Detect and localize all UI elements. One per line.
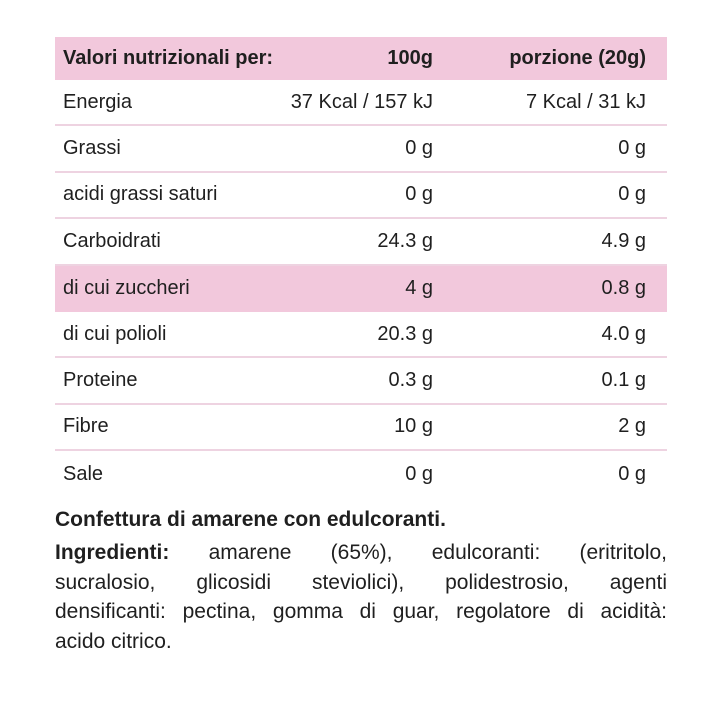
table-row-proteine: Proteine 0.3 g 0.1 g <box>55 358 667 405</box>
value-portion: 0.8 g <box>601 277 646 300</box>
value-portion: 4.9 g <box>601 229 646 252</box>
row-label: di cui zuccheri <box>63 277 190 300</box>
header-label: Valori nutrizionali per: <box>63 47 274 69</box>
row-label: Carboidrati <box>63 229 161 252</box>
table-row-carboidrati: Carboidrati 24.3 g 4.9 g <box>55 219 667 266</box>
value-100g: 0 g <box>405 183 433 206</box>
value-100g: 0 g <box>405 137 433 160</box>
nutrition-table: Valori nutrizionali per: 100g porzione (… <box>55 37 667 498</box>
value-100g: 24.3 g <box>377 229 433 252</box>
value-100g: 10 g <box>394 415 433 438</box>
value-100g: 37 Kcal / 157 kJ <box>290 90 433 113</box>
value-100g: 20.3 g <box>377 322 433 345</box>
ingredients-line-2: sucralosio, glicosidi steviolici), polid… <box>55 570 667 594</box>
table-header-row: Valori nutrizionali per: 100g porzione (… <box>55 37 667 80</box>
ingredients-line-3: densificanti: pectina, gomma di guar, re… <box>55 600 667 623</box>
row-label: Energia <box>63 90 132 113</box>
row-label: Sale <box>63 462 104 485</box>
value-portion: 0.1 g <box>601 369 646 392</box>
ingredients-text: amarene (65%), edulcoranti: (eritritolo, <box>208 541 667 564</box>
header-col-100g: 100g <box>387 47 433 69</box>
value-portion: 7 Kcal / 31 kJ <box>525 90 646 113</box>
row-label: Grassi <box>63 137 121 160</box>
value-portion: 0 g <box>618 183 646 206</box>
product-name: Confettura di amarene con edulcoranti. <box>55 508 446 531</box>
ingredients-line-4: acido citrico. <box>55 629 172 653</box>
row-label: Proteine <box>63 369 138 392</box>
table-row-di-cui-polioli: di cui polioli 20.3 g 4.0 g <box>55 312 667 359</box>
value-portion: 0 g <box>618 137 646 160</box>
table-row-fibre: Fibre 10 g 2 g <box>55 405 667 452</box>
table-row-energia: Energia 37 Kcal / 157 kJ 7 Kcal / 31 kJ <box>55 80 667 127</box>
row-label: acidi grassi saturi <box>63 183 218 206</box>
row-label: Fibre <box>63 415 109 438</box>
value-100g: 0 g <box>405 462 433 485</box>
row-label: di cui polioli <box>63 322 167 345</box>
table-row-grassi: Grassi 0 g 0 g <box>55 126 667 173</box>
table-row-di-cui-zuccheri: di cui zuccheri 4 g 0.8 g <box>55 265 667 312</box>
ingredients-label: Ingredienti: <box>55 541 170 564</box>
value-portion: 4.0 g <box>601 322 646 345</box>
product-description: Confettura di amarene con edulcoranti. I… <box>55 505 667 656</box>
ingredients-line-1: Ingredienti: amarene (65%), edulcoranti:… <box>55 538 667 568</box>
value-100g: 0.3 g <box>388 369 433 392</box>
value-portion: 0 g <box>618 462 646 485</box>
header-col-portion: porzione (20g) <box>509 47 646 69</box>
value-portion: 2 g <box>618 415 646 438</box>
table-row-acidi-grassi-saturi: acidi grassi saturi 0 g 0 g <box>55 173 667 220</box>
table-row-sale: Sale 0 g 0 g <box>55 451 667 497</box>
value-100g: 4 g <box>405 277 433 300</box>
